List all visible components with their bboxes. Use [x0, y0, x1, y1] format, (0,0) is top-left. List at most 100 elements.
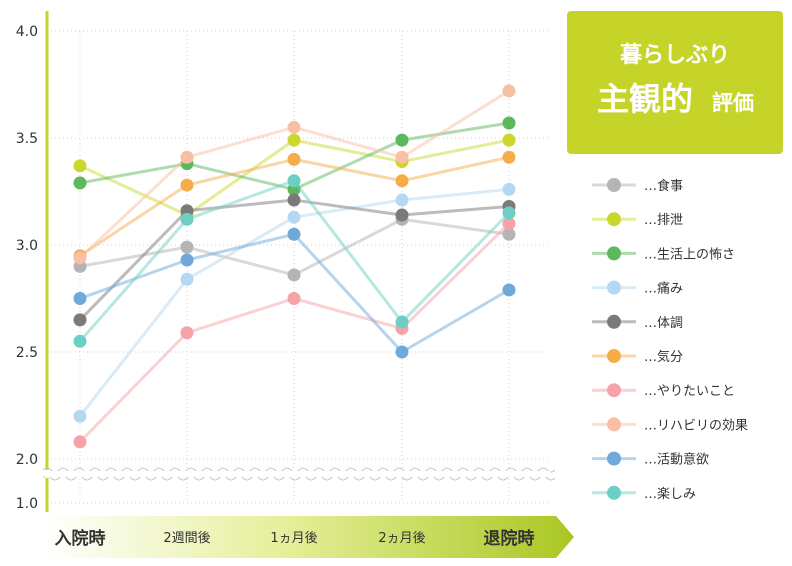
axis-break-gap — [45, 471, 550, 477]
legend-swatch-dot — [607, 383, 621, 398]
data-point — [287, 152, 301, 166]
x-tick-label: 2週間後 — [163, 531, 210, 546]
data-point — [502, 133, 516, 147]
y-tick-labels: 4.0 3.5 3.0 2.5 2.0 1.0 — [16, 24, 38, 512]
data-point — [73, 251, 87, 265]
data-point — [395, 133, 409, 147]
data-point — [502, 283, 516, 297]
x-tick-label: 2ヵ月後 — [378, 531, 425, 546]
data-point — [73, 159, 87, 173]
legend: …食事 …排泄 …生活上の怖さ …痛み …体調 …気分 …やりたいこと …リハビリの効果 …活動… — [592, 178, 748, 502]
legend-swatch-dot — [607, 178, 621, 192]
data-point — [502, 227, 516, 241]
title-line-3: 評価 — [712, 91, 754, 115]
legend-swatch-dot — [607, 451, 621, 466]
series-9 — [73, 174, 516, 348]
legend-item: …リハビリの効果 — [592, 417, 748, 433]
series-4 — [73, 193, 516, 327]
data-point — [395, 315, 409, 329]
legend-item: …楽しみ — [592, 485, 696, 502]
data-point — [502, 150, 516, 164]
legend-swatch-dot — [607, 246, 621, 261]
legend-item: …やりたいこと — [592, 383, 735, 399]
legend-swatch-dot — [607, 280, 621, 295]
data-point — [502, 217, 516, 231]
legend-item: …活動意欲 — [592, 451, 709, 468]
data-point — [180, 272, 194, 286]
data-point — [502, 116, 516, 130]
title-line-1: 暮らしぶり — [619, 43, 730, 68]
legend-label: …痛み — [644, 281, 683, 297]
series-8 — [73, 227, 516, 359]
y-tick-label: 2.0 — [16, 452, 38, 468]
legend-label: …食事 — [644, 178, 683, 194]
y-tick-label: 4.0 — [16, 24, 38, 40]
legend-swatch-dot — [607, 212, 621, 227]
data-point — [287, 268, 301, 282]
legend-item: …痛み — [592, 280, 683, 297]
data-point — [180, 326, 194, 340]
legend-label: …体調 — [644, 316, 683, 331]
legend-label: …やりたいこと — [644, 384, 735, 399]
data-point — [287, 174, 301, 188]
x-tick-labels: 入院時 2週間後 1ヵ月後 2ヵ月後 退院時 — [55, 528, 535, 549]
data-point — [287, 210, 301, 224]
y-tick-label: 2.5 — [16, 345, 38, 361]
legend-label: …生活上の怖さ — [644, 246, 735, 262]
data-point — [180, 212, 194, 226]
legend-item: …排泄 — [592, 212, 683, 228]
data-point — [180, 253, 194, 267]
legend-label: …気分 — [644, 349, 683, 365]
chart-title-box: 暮らしぶり 主観的 評価 — [567, 11, 783, 154]
data-point — [73, 292, 87, 305]
y-tick-label: 1.0 — [16, 496, 38, 512]
data-point — [502, 84, 516, 98]
series-layer — [73, 84, 516, 449]
data-point — [395, 345, 409, 359]
data-point — [287, 227, 301, 241]
data-point — [73, 334, 87, 348]
data-point — [180, 240, 194, 254]
x-tick-label: 1ヵ月後 — [270, 531, 317, 546]
data-point — [73, 313, 87, 327]
data-point — [395, 208, 409, 222]
grid-lines — [42, 30, 556, 504]
data-point — [395, 193, 409, 207]
data-point — [287, 120, 301, 134]
x-tick-label: 退院時 — [484, 528, 535, 549]
series-7 — [73, 84, 516, 265]
series-3 — [73, 182, 516, 423]
data-point — [502, 182, 516, 196]
legend-label: …楽しみ — [644, 486, 696, 502]
legend-item: …気分 — [592, 349, 683, 365]
legend-swatch-dot — [607, 314, 621, 329]
legend-swatch-dot — [607, 417, 621, 432]
x-tick-label: 入院時 — [55, 528, 106, 549]
legend-item: …生活上の怖さ — [592, 246, 735, 262]
data-point — [73, 409, 87, 423]
legend-swatch-dot — [607, 485, 621, 500]
legend-item: …食事 — [592, 178, 683, 194]
legend-item: …体調 — [592, 314, 683, 331]
data-point — [287, 292, 301, 305]
data-point — [502, 206, 516, 220]
data-point — [287, 193, 301, 207]
legend-label: …排泄 — [644, 213, 683, 228]
data-point — [180, 150, 194, 164]
title-line-2: 主観的 — [597, 80, 693, 118]
data-point — [395, 174, 409, 188]
legend-swatch-dot — [607, 349, 621, 363]
data-point — [180, 178, 194, 192]
data-point — [73, 176, 87, 190]
data-point — [395, 150, 409, 164]
legend-label: …リハビリの効果 — [644, 418, 748, 433]
data-point — [73, 435, 87, 449]
legend-label: …活動意欲 — [644, 452, 709, 468]
data-point — [287, 133, 301, 147]
y-tick-label: 3.5 — [16, 131, 38, 147]
phase-arrow-band — [44, 516, 574, 558]
phase-arrow — [44, 516, 574, 558]
y-tick-label: 3.0 — [16, 238, 38, 254]
